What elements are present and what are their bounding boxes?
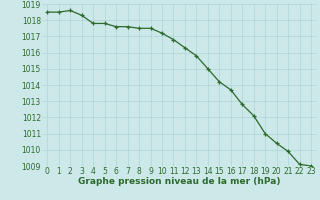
X-axis label: Graphe pression niveau de la mer (hPa): Graphe pression niveau de la mer (hPa) <box>78 177 280 186</box>
